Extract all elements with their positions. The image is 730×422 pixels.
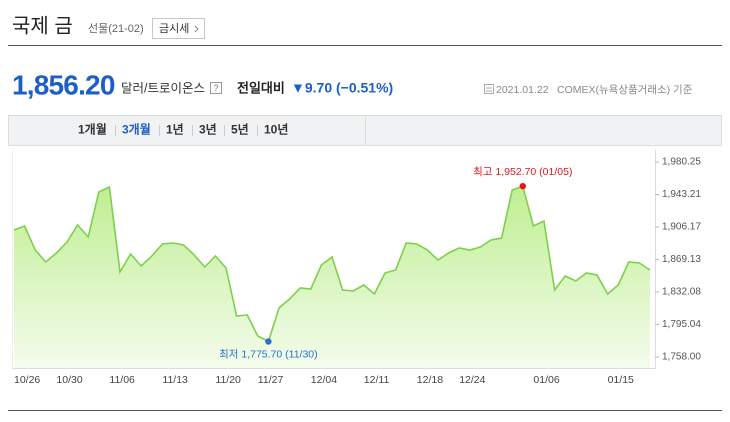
- date-icon: [484, 84, 494, 94]
- line: [13, 185, 651, 343]
- y-tick-label: 1,980.25: [662, 157, 701, 168]
- x-tick-label: 10/30: [56, 374, 82, 386]
- x-tick-label: 12/04: [311, 374, 337, 386]
- date: 2021.01.22: [496, 84, 549, 96]
- button[interactable]: 금시세: [159, 22, 189, 35]
- subtitle: 선물(21-02): [88, 22, 144, 35]
- button-frame[interactable]: [152, 18, 205, 39]
- price: 1,856.20: [12, 69, 115, 100]
- source: COMEX(뉴욕상품거래소) 기준: [557, 84, 693, 96]
- high-label: 최고 1,952.70 (01/05): [473, 166, 572, 178]
- button-arrow: [194, 25, 199, 33]
- help-box[interactable]: [210, 82, 222, 94]
- x-tick-label: 12/11: [364, 374, 390, 386]
- x-tick-label: 11/06: [109, 374, 135, 386]
- area: [14, 186, 650, 368]
- tab[interactable]: 10년: [264, 123, 288, 137]
- low-label: 최저 1,775.70 (11/30): [219, 348, 318, 360]
- y-tick-label: 1,943.21: [662, 189, 701, 200]
- x-tick-label: 01/06: [533, 374, 559, 386]
- x-tick-label: 11/13: [162, 374, 188, 386]
- high-marker: [519, 182, 526, 190]
- x-tick-label: 12/24: [459, 374, 485, 386]
- y-tick-label: 1,758.00: [662, 352, 701, 363]
- tab[interactable]: 5년: [231, 123, 249, 137]
- x-tick-label: 12/18: [417, 374, 443, 386]
- low-marker: [265, 338, 272, 345]
- x-tick-label: 11/27: [258, 374, 284, 386]
- tab[interactable]: 3년: [199, 123, 217, 137]
- help[interactable]: ?: [213, 83, 218, 93]
- y-tick-label: 1,795.04: [662, 319, 701, 330]
- y-tick-label: 1,832.08: [662, 287, 701, 298]
- unit: 달러/트로이온스: [121, 81, 205, 95]
- x-tick-label: 01/15: [608, 374, 634, 386]
- tab[interactable]: 3개월: [122, 122, 151, 137]
- title: 국제 금: [12, 14, 73, 37]
- y-tick-label: 1,869.13: [662, 254, 701, 265]
- change: ▼9.70 (−0.51%): [291, 80, 393, 96]
- tab[interactable]: 1년: [166, 123, 184, 137]
- tab[interactable]: 1개월: [78, 122, 107, 137]
- x-tick-label: 10/26: [14, 374, 40, 386]
- y-tick-label: 1,906.17: [662, 222, 701, 233]
- change-label: 전일대비: [237, 80, 285, 95]
- x-tick-label: 11/20: [215, 374, 241, 386]
